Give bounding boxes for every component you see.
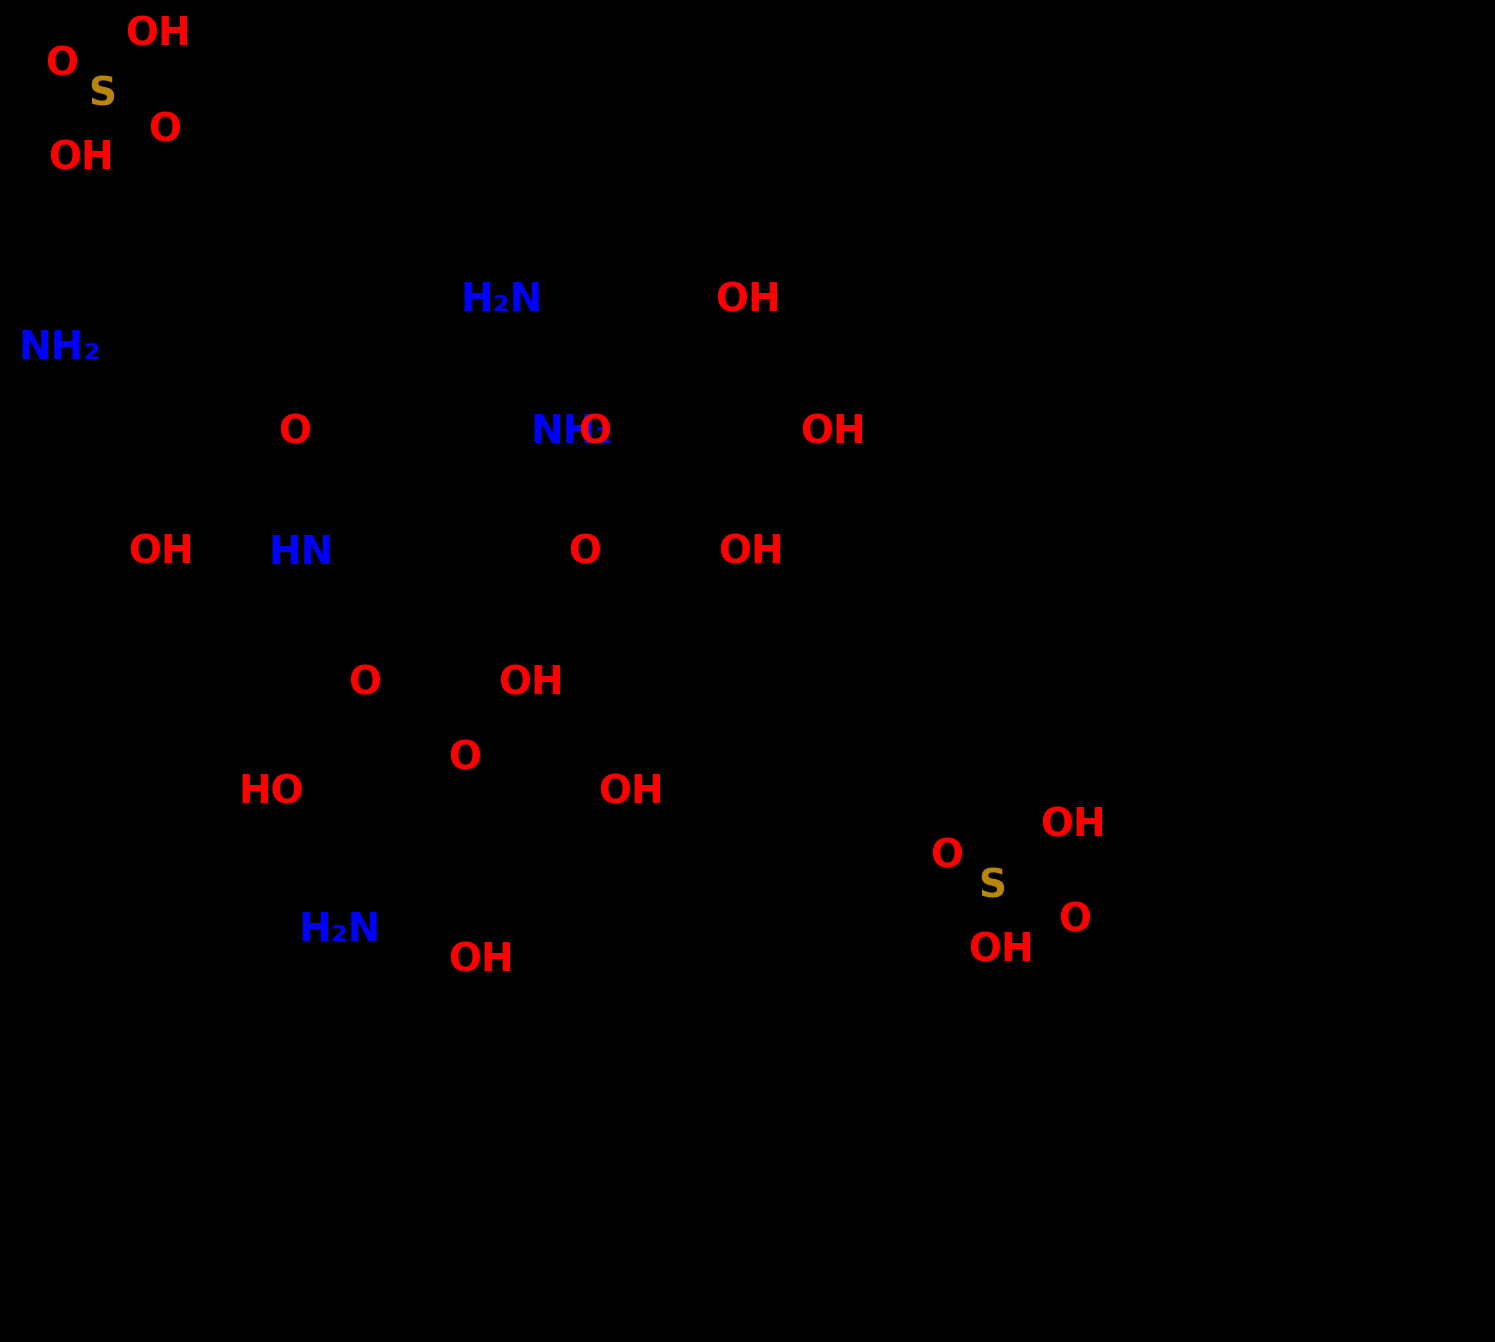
Text: O: O xyxy=(278,413,311,451)
Text: O: O xyxy=(568,534,601,572)
Text: O: O xyxy=(1058,900,1091,939)
Text: O: O xyxy=(348,664,381,702)
Text: O: O xyxy=(930,837,963,875)
Text: HN: HN xyxy=(268,534,333,572)
Text: OH: OH xyxy=(800,413,866,451)
Text: NH₂: NH₂ xyxy=(18,329,100,366)
Text: OH: OH xyxy=(129,534,194,572)
Text: OH: OH xyxy=(718,534,783,572)
Text: H₂N: H₂N xyxy=(460,280,543,319)
Text: O: O xyxy=(448,739,481,777)
Text: O: O xyxy=(579,413,611,451)
Text: OH: OH xyxy=(967,931,1033,969)
Text: S: S xyxy=(978,868,1006,906)
Text: OH: OH xyxy=(126,16,191,54)
Text: S: S xyxy=(88,76,117,114)
Text: O: O xyxy=(148,111,181,149)
Text: O: O xyxy=(45,46,78,85)
Text: OH: OH xyxy=(598,774,664,812)
Text: OH: OH xyxy=(48,140,114,177)
Text: HO: HO xyxy=(238,774,303,812)
Text: OH: OH xyxy=(448,941,514,980)
Text: OH: OH xyxy=(498,664,564,702)
Text: H₂N: H₂N xyxy=(298,911,380,949)
Text: NH₂: NH₂ xyxy=(531,413,613,451)
Text: OH: OH xyxy=(1041,807,1106,845)
Text: OH: OH xyxy=(715,280,780,319)
